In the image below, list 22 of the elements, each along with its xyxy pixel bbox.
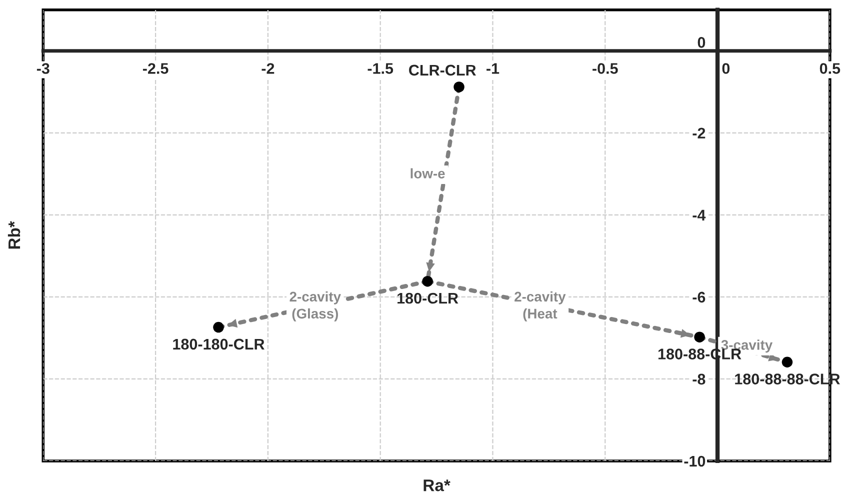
y-tick-label: 0 — [698, 37, 706, 48]
annotation: 2-cavity (Heat — [514, 291, 566, 322]
x-tick-label: -1.5 — [368, 63, 394, 74]
x-tick-label: -0.5 — [592, 63, 618, 74]
annotation: 180-CLR — [398, 292, 458, 304]
y-tick-label: -4 — [692, 210, 706, 220]
y-tick-label: -10 — [684, 456, 706, 467]
y-axis-title: Rb* — [8, 221, 20, 249]
annotation: CLR-CLR — [409, 64, 476, 76]
y-tick-label: -2 — [692, 128, 706, 138]
x-tick-label: 0.5 — [820, 63, 840, 74]
x-tick-label: -2.5 — [142, 63, 168, 74]
x-tick-label: -3 — [36, 63, 50, 74]
x-axis-title: Ra* — [424, 480, 450, 492]
annotation: 180-180-CLR — [173, 338, 264, 350]
annotation: 2-cavity (Glass) — [290, 291, 341, 322]
x-tick-label: 0 — [722, 63, 730, 74]
y-tick-label: -6 — [692, 292, 706, 303]
annotation: low-e — [410, 168, 445, 178]
y-tick-label: -8 — [692, 374, 706, 385]
x-tick-label: -1 — [486, 63, 500, 74]
x-tick-label: -2 — [262, 63, 274, 74]
